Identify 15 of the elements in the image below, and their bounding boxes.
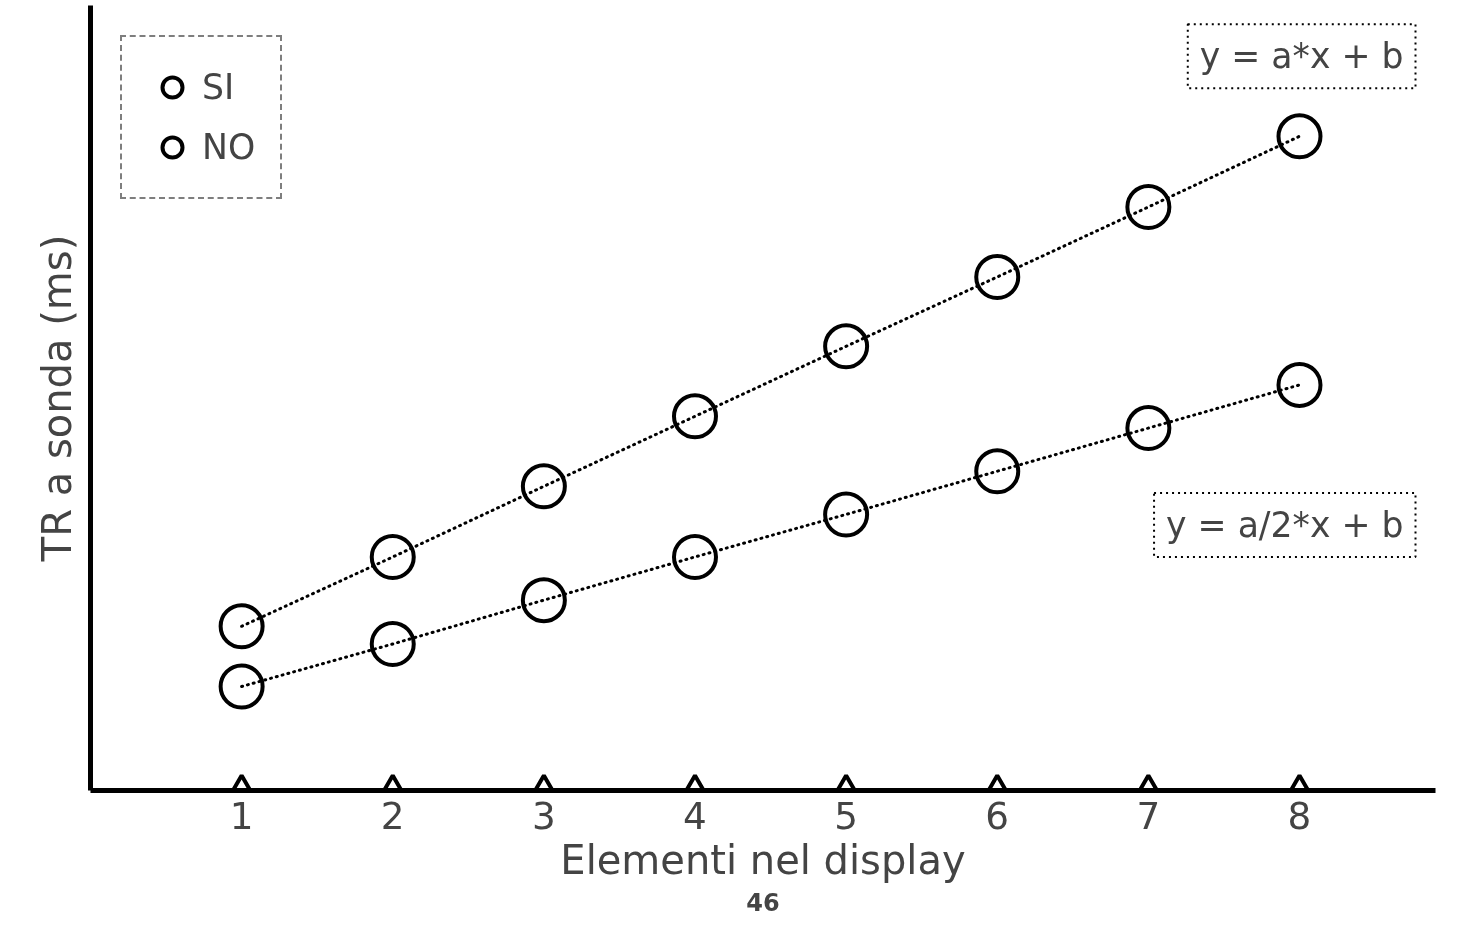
x-tick-label: 7 <box>1136 793 1161 838</box>
legend-label: SI <box>202 67 235 107</box>
legend-label: NO <box>202 127 256 167</box>
text: 46 <box>746 888 780 917</box>
x-axis-title: Elementi nel display <box>560 836 966 883</box>
x-tick-label: 1 <box>229 793 254 838</box>
x-tick-label: 4 <box>683 793 707 838</box>
annotation: y = a/2*x + b <box>1166 504 1404 545</box>
x-tick-label: 2 <box>380 793 405 838</box>
text: y = a*x + b <box>1199 36 1404 77</box>
x-tick-label: 8 <box>1287 793 1312 838</box>
y-axis-title: TR a sonda (ms) <box>33 234 80 563</box>
x-tick-label: 5 <box>834 793 858 838</box>
x-tick-label: 3 <box>532 793 556 838</box>
x-tick-label: 6 <box>985 793 1010 838</box>
